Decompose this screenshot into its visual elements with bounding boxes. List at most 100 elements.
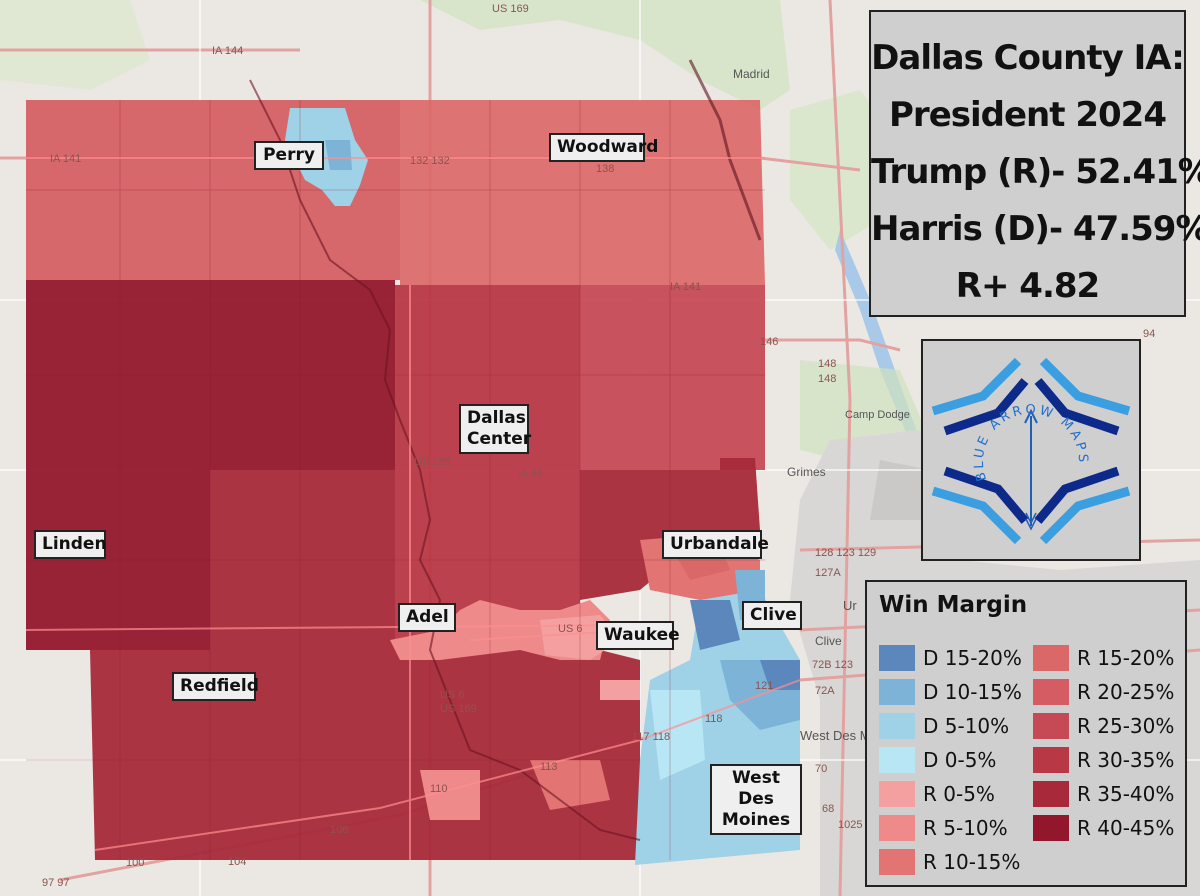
legend-title: Win Margin: [879, 592, 1028, 618]
legend-item: R 35-40%: [1033, 780, 1174, 808]
legend-label: R 30-35%: [1077, 748, 1175, 772]
town-label-woodward: Woodward: [549, 133, 658, 162]
legend-swatch: [879, 713, 915, 739]
legend-swatch: [1033, 781, 1069, 807]
legend-label: D 5-10%: [923, 714, 1010, 738]
basemap-label: 1025: [838, 819, 862, 831]
legend-label: R 5-10%: [923, 816, 1008, 840]
title-line: Dallas County IA:: [871, 38, 1185, 78]
legend-item: R 5-10%: [879, 814, 1008, 842]
legend: Win Margin D 15-20% D 10-15% D 5-10% D 0-5%…: [865, 580, 1187, 887]
park-area: [420, 0, 790, 110]
basemap-label: 104: [228, 856, 246, 868]
legend-swatch: [879, 747, 915, 773]
town-label-line: Center: [467, 429, 532, 449]
basemap-label: IA 141: [670, 281, 701, 293]
blue-arrow-maps-logo: BLUE ARROW MAPS: [931, 357, 1131, 545]
town-label-urbandale: Urbandale: [662, 530, 769, 559]
margin-result: R+ 4.82: [955, 266, 1100, 306]
basemap-label: 68: [822, 803, 834, 815]
basemap-label: 94: [1143, 328, 1155, 340]
town-label-perry: Perry: [254, 141, 324, 170]
basemap-label: 148: [818, 373, 836, 385]
logo-box: BLUE ARROW MAPS: [921, 339, 1141, 561]
trump-result: Trump (R)- 52.41%: [871, 152, 1200, 192]
town-label-waukee: Waukee: [596, 621, 680, 650]
town-label-linden: Linden: [34, 530, 107, 559]
basemap-label: US 169: [492, 3, 529, 15]
legend-item: D 0-5%: [879, 746, 996, 774]
legend-swatch: [879, 849, 915, 875]
basemap-label: 72A: [815, 685, 835, 697]
legend-label: D 10-15%: [923, 680, 1022, 704]
basemap-label: 121: [755, 680, 773, 692]
legend-label: R 15-20%: [1077, 646, 1175, 670]
basemap-label: Grimes: [787, 465, 826, 479]
basemap-label: 148: [818, 358, 836, 370]
legend-swatch: [1033, 713, 1069, 739]
basemap-label: 117 118: [632, 731, 670, 743]
town-label-dallas-center: Dallas Center: [459, 404, 532, 454]
legend-swatch: [1033, 815, 1069, 841]
legend-swatch: [1033, 645, 1069, 671]
town-label-line: Moines: [721, 810, 791, 830]
legend-label: R 35-40%: [1077, 782, 1175, 806]
legend-item: D 15-20%: [879, 644, 1022, 672]
town-label-west-des-moines: West Des Moines: [710, 764, 802, 835]
legend-swatch: [879, 645, 915, 671]
harris-result: Harris (D)- 47.59%: [871, 209, 1200, 249]
basemap-label: 97 97: [42, 877, 70, 889]
legend-label: R 25-30%: [1077, 714, 1175, 738]
basemap-label: IA 141: [50, 153, 81, 165]
legend-swatch: [879, 815, 915, 841]
basemap-label: Madrid: [733, 67, 770, 81]
legend-label: D 0-5%: [923, 748, 997, 772]
urban-area: [870, 460, 930, 520]
basemap-label: 146: [760, 336, 778, 348]
basemap-label: US 6: [440, 689, 464, 701]
basemap-label: US 169: [414, 456, 451, 468]
basemap-label: 138: [596, 163, 614, 175]
park-area: [0, 0, 150, 90]
legend-item: R 40-45%: [1033, 814, 1174, 842]
town-label-line: West Des: [732, 768, 780, 809]
basemap-label: 70: [815, 763, 827, 775]
legend-item: D 5-10%: [879, 712, 1009, 740]
basemap-label: West Des M: [800, 728, 871, 743]
basemap-label: 118: [705, 713, 723, 725]
basemap-label: Ur: [843, 598, 857, 613]
legend-label: R 40-45%: [1077, 816, 1175, 840]
legend-label: R 0-5%: [923, 782, 995, 806]
legend-item: R 30-35%: [1033, 746, 1174, 774]
basemap-label: 72B 123: [812, 659, 853, 671]
basemap-label: 100: [126, 857, 144, 869]
legend-label: R 20-25%: [1077, 680, 1175, 704]
basemap-label: US 6: [558, 623, 582, 635]
legend-item: R 15-20%: [1033, 644, 1174, 672]
basemap-label: 113: [540, 761, 558, 773]
town-label-adel: Adel: [398, 603, 456, 632]
town-label-clive: Clive: [742, 601, 802, 630]
legend-label: D 15-20%: [923, 646, 1022, 670]
basemap-label: IA 144: [212, 45, 243, 57]
legend-item: R 10-15%: [879, 848, 1020, 876]
town-label-redfield: Redfield: [172, 672, 259, 701]
basemap-label: Clive: [815, 634, 842, 648]
legend-swatch: [879, 781, 915, 807]
legend-swatch: [879, 679, 915, 705]
title-box: Dallas County IA: President 2024 Trump (…: [869, 10, 1200, 317]
des-moines-river: [688, 59, 762, 241]
legend-swatch: [1033, 679, 1069, 705]
river: [249, 79, 641, 841]
legend-item: R 20-25%: [1033, 678, 1174, 706]
basemap-label: IA 44: [518, 468, 543, 480]
basemap-label: 106: [330, 824, 348, 836]
basemap-label: US 169: [440, 703, 477, 715]
basemap-label: 127A: [815, 567, 841, 579]
basemap-label: 132 132: [410, 155, 450, 167]
legend-item: D 10-15%: [879, 678, 1022, 706]
legend-item: R 0-5%: [879, 780, 995, 808]
town-label-line: Dallas: [467, 408, 526, 428]
legend-label: R 10-15%: [923, 850, 1021, 874]
basemap-label: 128 123 129: [815, 547, 876, 559]
